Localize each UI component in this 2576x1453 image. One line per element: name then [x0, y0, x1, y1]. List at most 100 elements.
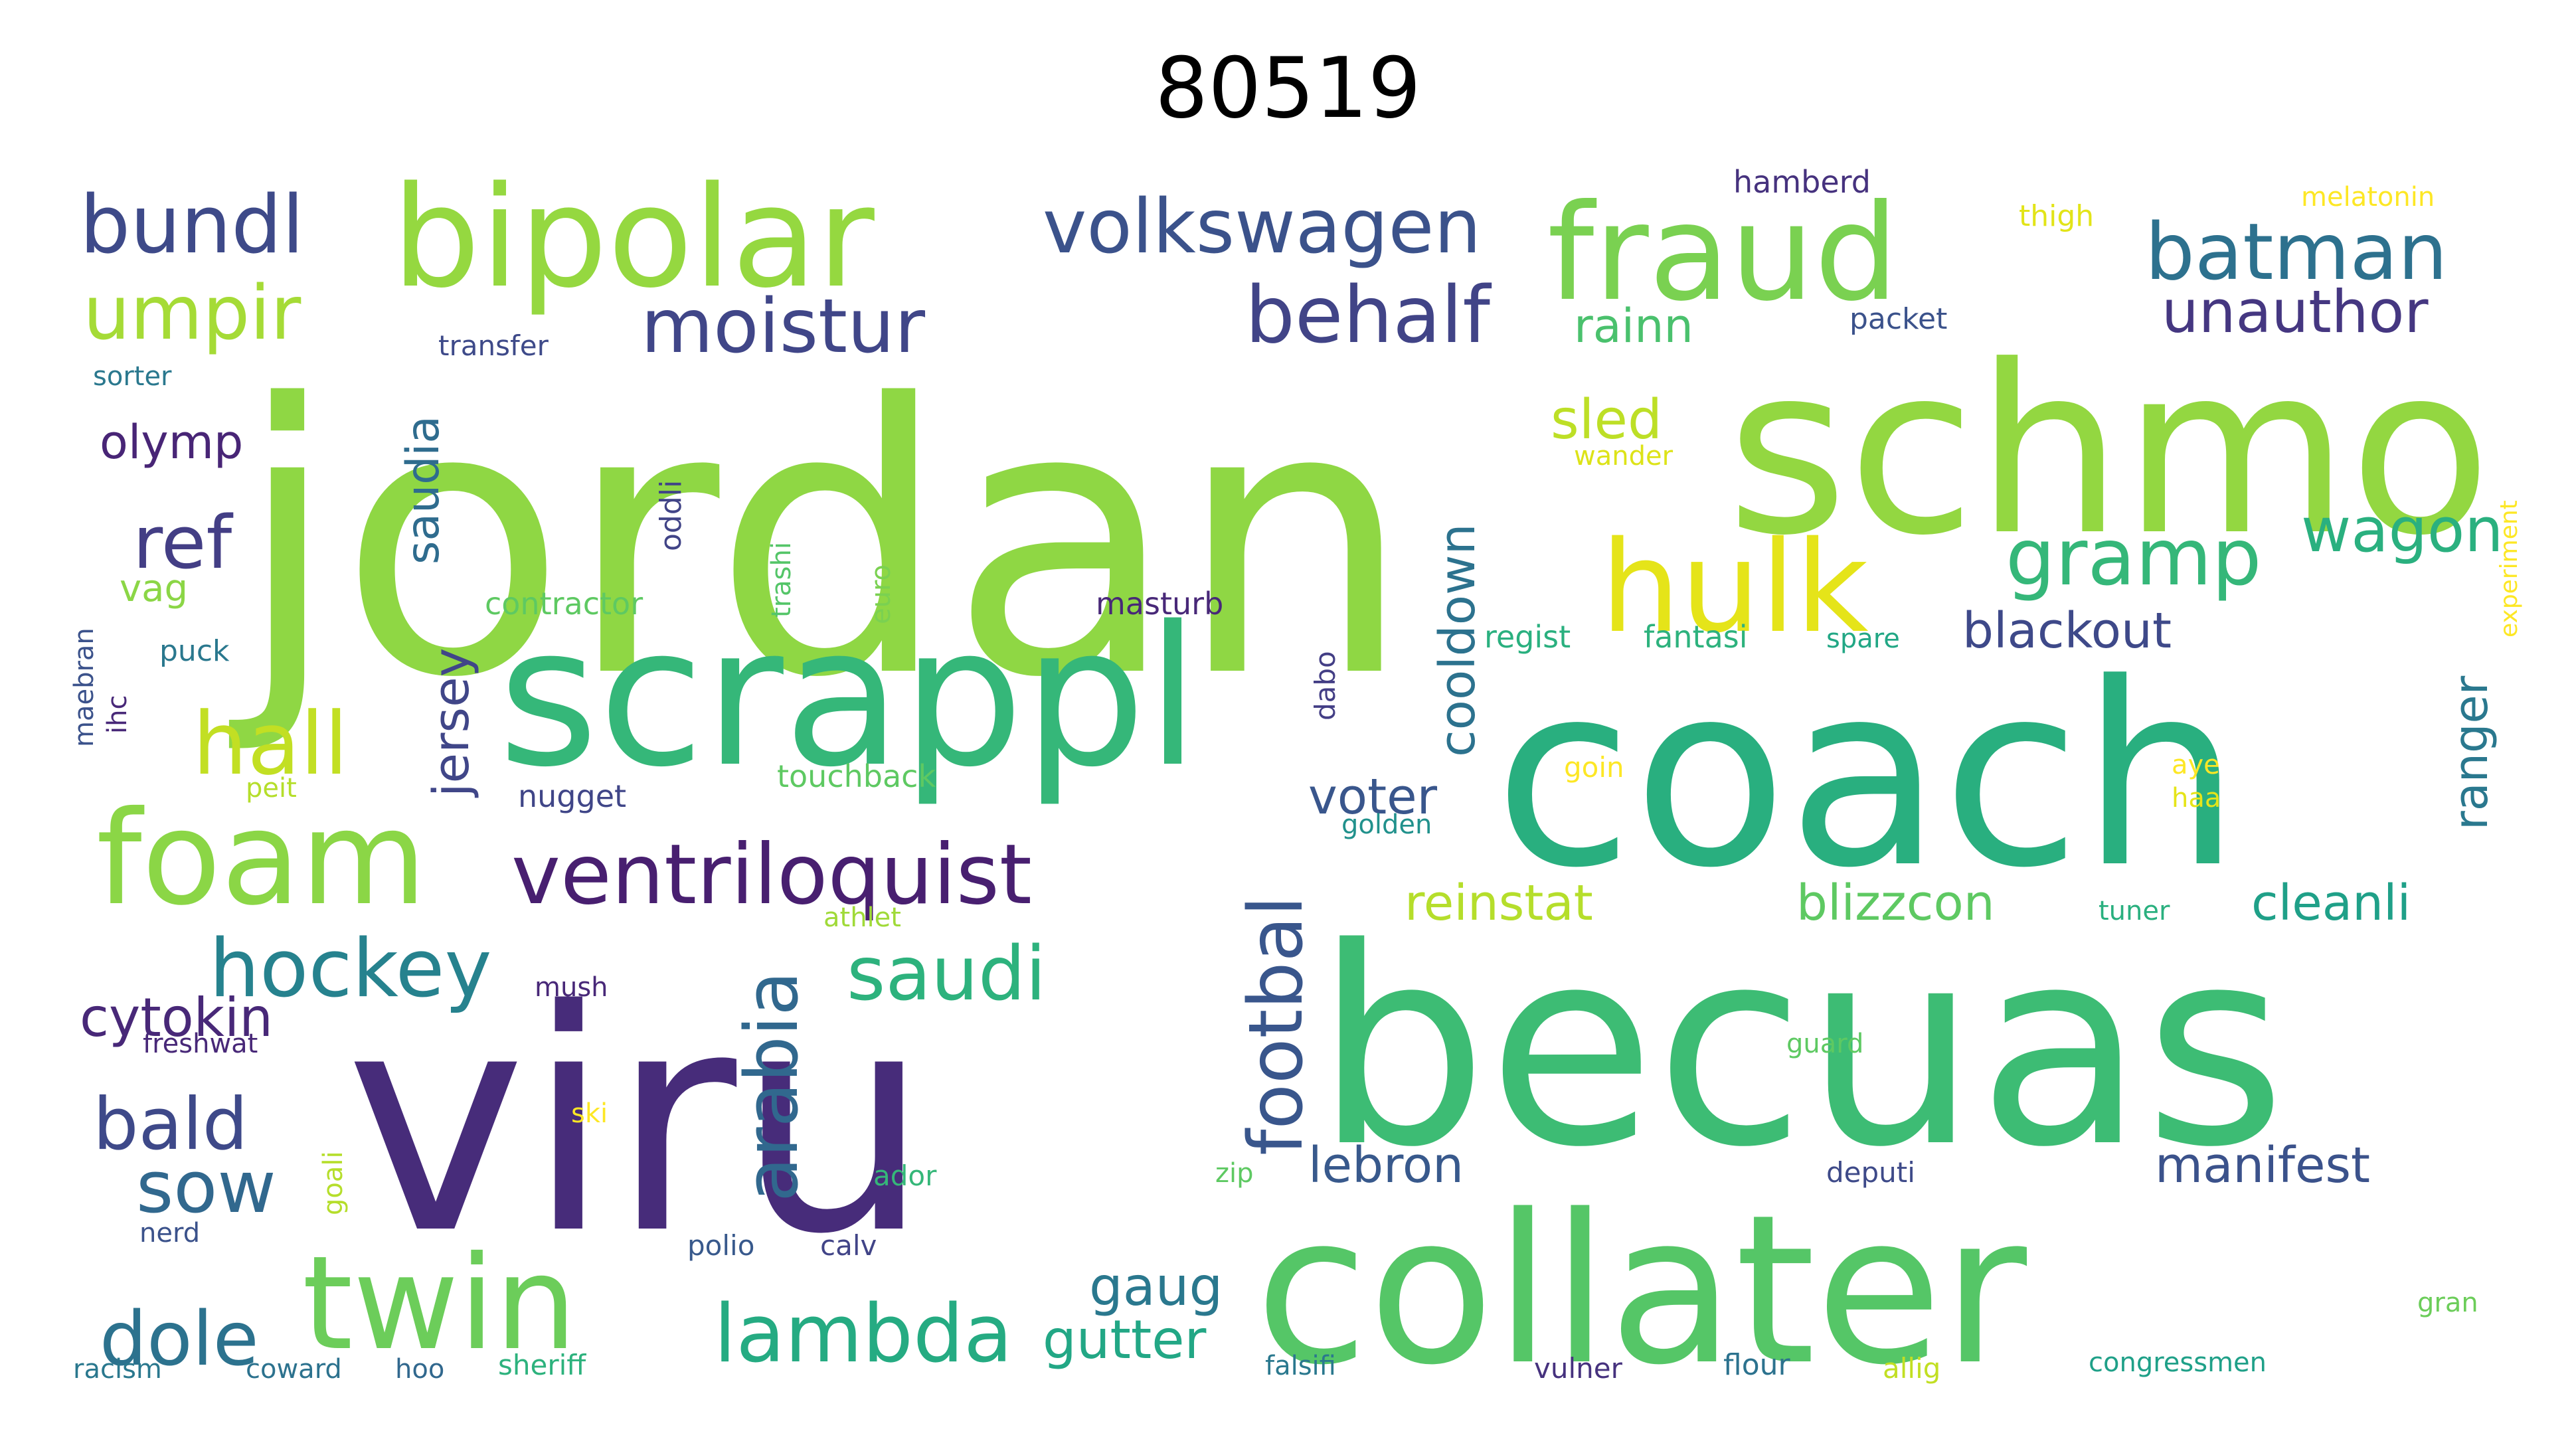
word: hockey	[209, 923, 492, 1015]
word: voter	[1308, 768, 1438, 825]
word: coach	[1494, 629, 2241, 923]
word: twin	[302, 1228, 577, 1379]
word: bundl	[80, 179, 304, 272]
word: congressmen	[2089, 1347, 2267, 1378]
word: regist	[1484, 619, 1571, 655]
word: ador	[873, 1159, 937, 1192]
word: hoo	[395, 1354, 444, 1385]
word: cooldown	[1429, 524, 1486, 757]
word: oddli	[654, 480, 688, 551]
word: ref	[133, 500, 233, 585]
word: sow	[136, 1146, 276, 1229]
word: ski	[571, 1098, 608, 1129]
word: blizzcon	[1796, 875, 1995, 932]
word: footbal	[1233, 896, 1320, 1155]
word: lambda	[714, 1288, 1013, 1381]
word: polio	[687, 1229, 754, 1262]
word: sled	[1551, 388, 1662, 452]
word: euro	[866, 564, 897, 624]
word: packet	[1849, 302, 1947, 336]
word: flour	[1723, 1348, 1791, 1382]
word: goali	[318, 1151, 349, 1215]
word: spare	[1826, 624, 1900, 654]
word: ihc	[102, 695, 133, 734]
word: contractor	[485, 586, 643, 622]
word: behalf	[1245, 269, 1492, 361]
word: allig	[1883, 1352, 1940, 1385]
word: ventriloquist	[511, 827, 1032, 923]
word: deputi	[1826, 1156, 1915, 1189]
word: blackout	[1962, 602, 2172, 659]
word: saudi	[847, 931, 1046, 1017]
word: peit	[246, 773, 297, 804]
word: haa	[2172, 783, 2221, 813]
word: rainn	[1574, 299, 1693, 353]
word: umpir	[83, 270, 301, 357]
word: masturb	[1096, 586, 1223, 622]
word: tuner	[2099, 896, 2170, 926]
word: fraud	[1547, 176, 1899, 331]
word: vag	[120, 567, 188, 610]
word: nugget	[518, 778, 626, 814]
word: gramp	[2006, 511, 2262, 603]
word: arabia	[729, 971, 814, 1202]
word: aye	[2172, 750, 2220, 780]
word: falsifi	[1265, 1351, 1336, 1381]
word: unauthor	[2162, 278, 2429, 346]
word: thigh	[2019, 199, 2094, 233]
word: batman	[2145, 206, 2448, 298]
word: puck	[159, 634, 230, 668]
word: viru	[345, 946, 930, 1301]
word: athlet	[823, 902, 901, 933]
word: volkswagen	[1043, 184, 1481, 270]
word: dabo	[1309, 651, 1341, 721]
word: wagon	[2301, 495, 2504, 566]
word: melatonin	[2301, 182, 2435, 213]
word: touchback	[777, 758, 936, 794]
word: schmo	[1727, 315, 2492, 586]
word: sheriff	[498, 1349, 586, 1381]
word: lebron	[1308, 1137, 1464, 1194]
word: freshwat	[143, 1029, 258, 1059]
cloud-title: 80519	[1155, 39, 1421, 137]
word: gutter	[1043, 1309, 1206, 1371]
word: coward	[246, 1354, 342, 1385]
word: moistur	[641, 284, 926, 370]
word: saudia	[397, 416, 450, 564]
word: sorter	[93, 361, 172, 392]
word: vulner	[1534, 1352, 1623, 1385]
word: ranger	[2444, 675, 2498, 830]
word: hamberd	[1733, 164, 1871, 200]
word: goin	[1564, 751, 1624, 784]
word: cytokin	[80, 987, 273, 1049]
word: hall	[193, 693, 348, 794]
word: trashi	[766, 542, 797, 618]
word: jersey	[423, 648, 480, 798]
word: hulk	[1600, 514, 1869, 661]
word: gran	[2417, 1288, 2478, 1318]
word: bald	[93, 1083, 248, 1166]
word: guard	[1786, 1029, 1863, 1059]
word: racism	[73, 1354, 162, 1385]
word: collater	[1255, 1171, 2029, 1410]
word: jordan	[224, 326, 1413, 759]
word: wander	[1574, 441, 1674, 471]
word: transfer	[438, 329, 549, 362]
word: olymp	[100, 415, 243, 470]
word: dole	[100, 1296, 259, 1383]
word: manifest	[2155, 1137, 2370, 1194]
word: calv	[820, 1229, 877, 1262]
word: mush	[535, 972, 608, 1003]
word: experiment	[2496, 500, 2523, 638]
word: maebran	[69, 628, 100, 747]
word: fantasi	[1644, 619, 1748, 655]
word: bipolar	[392, 156, 875, 319]
word: scrappl	[498, 586, 1199, 810]
word: reinstat	[1405, 875, 1593, 932]
word: cleanli	[2251, 875, 2411, 932]
word: gaug	[1089, 1256, 1223, 1318]
word: zip	[1215, 1158, 1254, 1189]
word: golden	[1341, 810, 1432, 840]
